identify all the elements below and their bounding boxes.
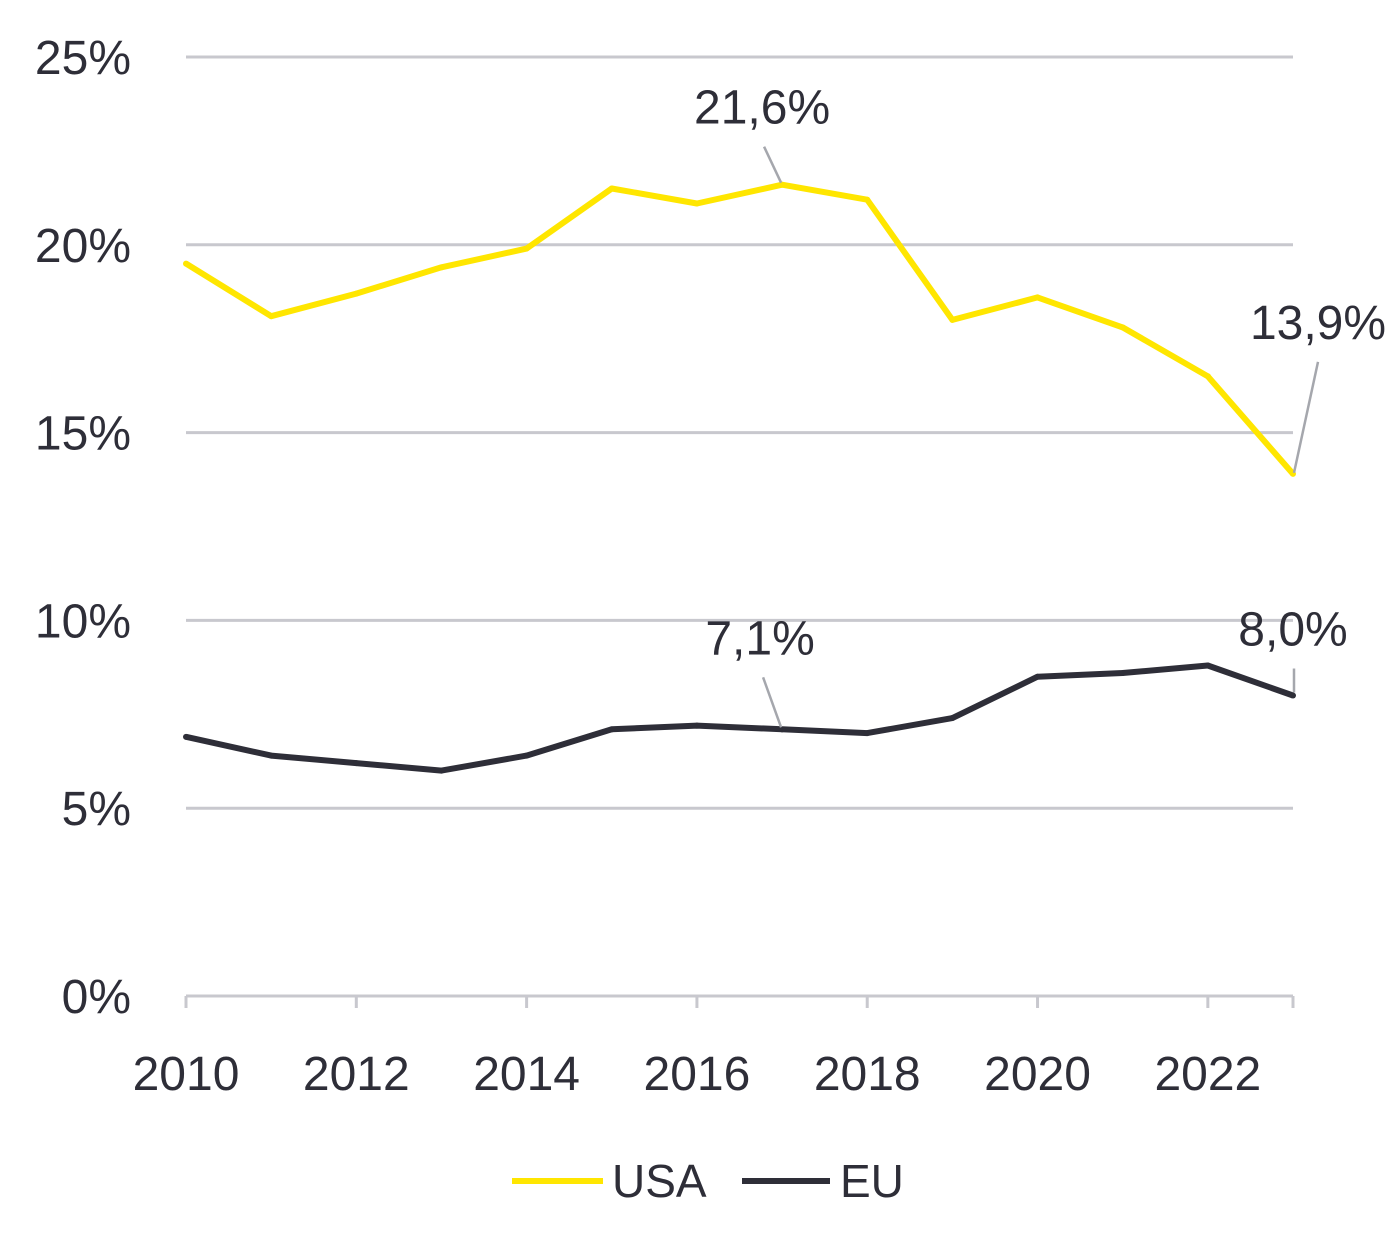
eu-point [353, 760, 360, 767]
x-tick-label: 2014 [473, 1048, 580, 1101]
usa-point [1034, 294, 1041, 301]
y-tick-label: 10% [35, 595, 131, 648]
x-tick-label: 2012 [303, 1048, 410, 1101]
x-tick-label: 2022 [1154, 1048, 1261, 1101]
eu-point [1034, 673, 1041, 680]
usa-point [1204, 373, 1211, 380]
x-tick-label: 2010 [133, 1048, 240, 1101]
usa-point [949, 316, 956, 323]
eu-point [438, 767, 445, 774]
annotations: 21,6% 13,9% 7,1% 8,0% [694, 82, 1386, 728]
usa-point [864, 196, 871, 203]
usa-point [183, 260, 189, 267]
x-axis [184, 996, 1295, 1008]
y-tick-label: 25% [35, 32, 131, 85]
x-axis-labels: 2010 2012 2014 2016 2018 2020 2022 [133, 1048, 1262, 1101]
series-layer [183, 181, 1296, 774]
legend: USA EU [512, 1155, 904, 1207]
usa-point [779, 181, 786, 188]
leader-line [761, 676, 783, 728]
usa-point [353, 290, 360, 297]
eu-point [1119, 669, 1126, 676]
y-axis-labels: 0% 5% 10% 15% 20% 25% [35, 32, 131, 1024]
usa-point [1119, 324, 1126, 331]
y-tick-label: 15% [35, 408, 131, 461]
eu-series-line [185, 662, 1294, 774]
data-label: 7,1% [705, 612, 814, 665]
eu-point [779, 726, 786, 733]
data-label: 13,9% [1250, 297, 1386, 350]
leader-line [1292, 361, 1320, 474]
x-tick-label: 2018 [814, 1048, 921, 1101]
legend-label-eu: EU [840, 1155, 904, 1207]
usa-point [438, 264, 445, 271]
usa-point [693, 200, 700, 207]
x-tick-label: 2016 [644, 1048, 751, 1101]
eu-point [864, 730, 871, 737]
usa-point [608, 185, 615, 192]
legend-label-usa: USA [612, 1155, 707, 1207]
x-tick-label: 2020 [984, 1048, 1091, 1101]
usa-point [268, 313, 275, 320]
data-label: 21,6% [694, 82, 830, 135]
eu-point [1204, 662, 1211, 669]
eu-point [523, 752, 530, 759]
eu-point [608, 726, 615, 733]
y-tick-label: 20% [35, 220, 131, 273]
y-tick-label: 0% [62, 971, 131, 1024]
eu-point [1290, 692, 1296, 699]
eu-point [183, 733, 189, 740]
data-label: 8,0% [1238, 604, 1347, 657]
usa-series-line [184, 181, 1296, 476]
y-tick-label: 5% [62, 783, 131, 836]
usa-point [523, 245, 530, 252]
eu-point [949, 715, 956, 722]
eu-point [268, 752, 275, 759]
eu-point [693, 722, 700, 729]
grid-layer [186, 55, 1293, 998]
leader-line [762, 146, 783, 184]
